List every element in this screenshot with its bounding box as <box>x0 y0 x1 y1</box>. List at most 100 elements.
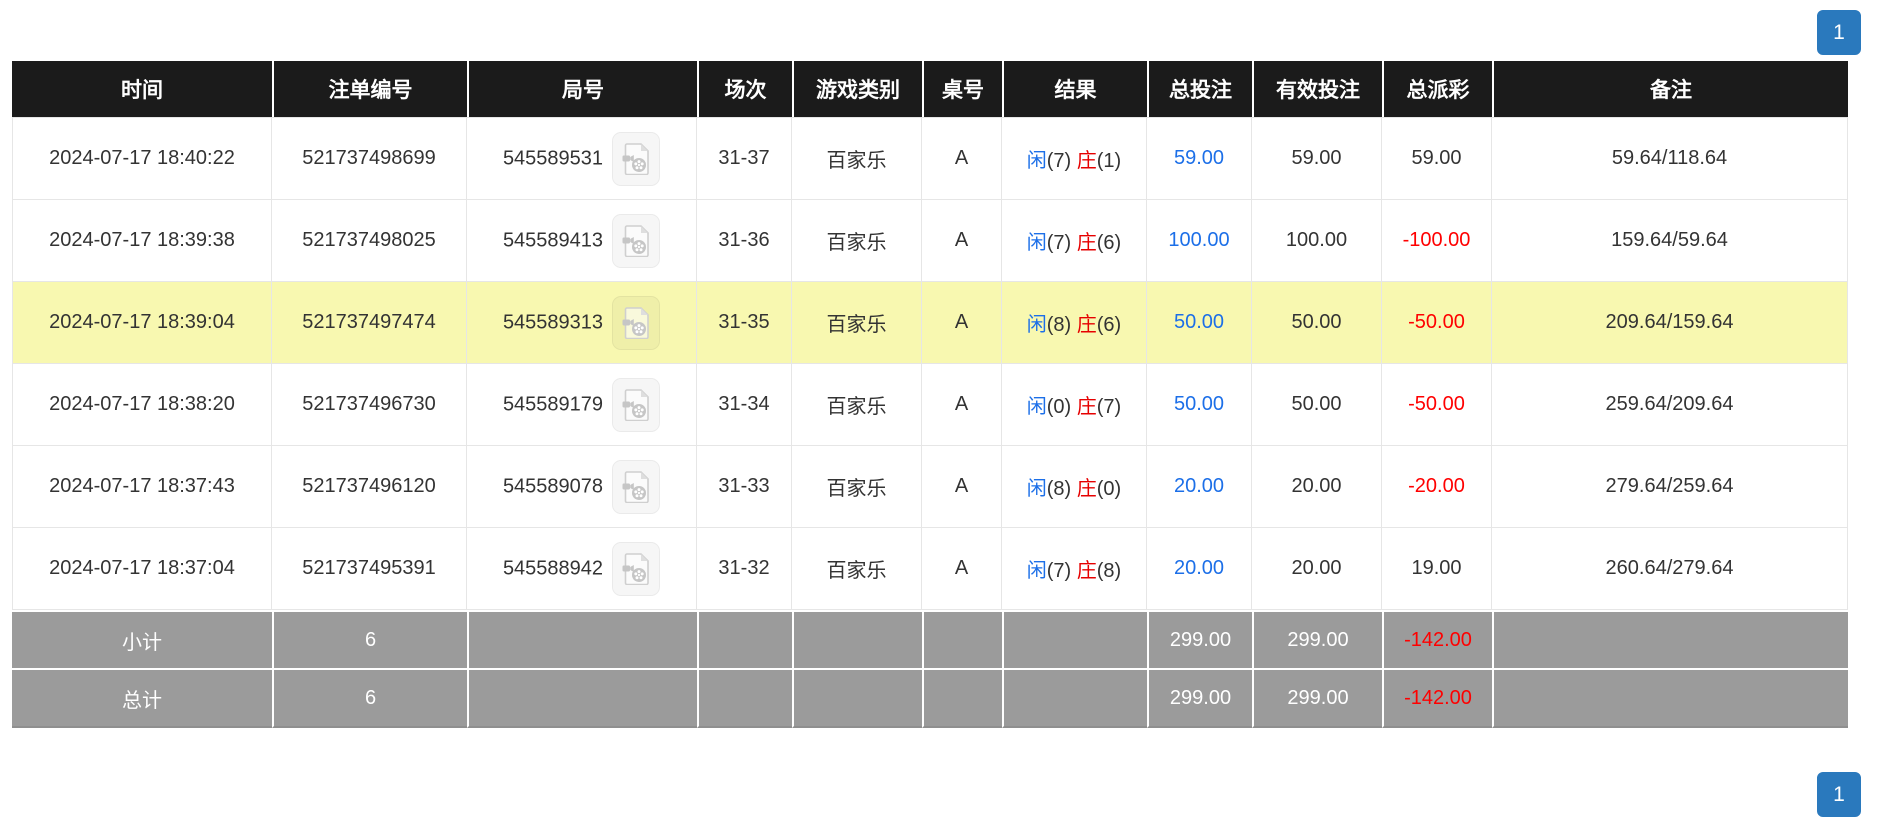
time-cell: 2024-07-17 18:37:04 <box>12 528 272 610</box>
video-replay-button[interactable] <box>612 131 661 186</box>
total-row-count: 6 <box>272 668 467 728</box>
bet-row[interactable]: 2024-07-17 18:39:38 521737498025 545589413… <box>12 200 1848 282</box>
total-bet-cell: 59.00 <box>1147 117 1252 200</box>
round-id: 545589078 <box>502 475 604 497</box>
table-no-cell: A <box>922 117 1002 200</box>
valid-bet-cell: 20.00 <box>1252 528 1382 610</box>
round-cell: 545589078 <box>467 446 697 528</box>
remark-cell: 279.64/259.64 <box>1492 446 1848 528</box>
column-header-time: 时间 <box>12 61 272 117</box>
video-replay-button[interactable] <box>612 377 661 432</box>
result-player-label: 闲 <box>1026 314 1047 336</box>
result-player-score: (7) <box>1046 232 1077 254</box>
subtotal-row-total-bet: 299.00 <box>1147 610 1252 668</box>
bet-id-cell: 521737498025 <box>272 200 467 282</box>
round-id: 545589413 <box>502 229 604 251</box>
result-player-score: (8) <box>1046 478 1077 500</box>
total-row-empty-cell <box>1002 668 1147 728</box>
bet-row[interactable]: 2024-07-17 18:38:20 521737496730 545589179… <box>12 364 1848 446</box>
bet-row[interactable]: 2024-07-17 18:37:43 521737496120 545589078… <box>12 446 1848 528</box>
column-header-valid-bet: 有效投注 <box>1252 61 1382 117</box>
remark-cell: 209.64/159.64 <box>1492 282 1848 364</box>
subtotal-row-count: 6 <box>272 610 467 668</box>
time-cell: 2024-07-17 18:39:38 <box>12 200 272 282</box>
total-row-empty-cell <box>467 668 697 728</box>
bet-row[interactable]: 2024-07-17 18:39:04 521737497474 545589313… <box>12 282 1848 364</box>
result-player-label: 闲 <box>1026 478 1047 500</box>
game-type-cell: 百家乐 <box>792 528 922 610</box>
video-replay-button[interactable] <box>612 213 661 268</box>
total-row: 总计 6 299.00 299.00 -142.00 <box>12 668 1848 728</box>
column-header-round: 局号 <box>467 61 697 117</box>
remark-cell: 59.64/118.64 <box>1492 117 1848 200</box>
bet-id-cell: 521737497474 <box>272 282 467 364</box>
bet-id-cell: 521737496730 <box>272 364 467 446</box>
total-row-empty-cell <box>697 668 792 728</box>
table-no-cell: A <box>922 282 1002 364</box>
game-type-cell: 百家乐 <box>792 117 922 200</box>
session-cell: 31-37 <box>697 117 792 200</box>
valid-bet-cell: 20.00 <box>1252 446 1382 528</box>
result-banker-score: (1) <box>1096 150 1122 172</box>
column-header-session: 场次 <box>697 61 792 117</box>
payout-cell: 19.00 <box>1382 528 1492 610</box>
result-cell: 闲(7) 庄(6) <box>1002 200 1147 282</box>
subtotal-row-payout: -142.00 <box>1382 610 1492 668</box>
total-bet-cell: 20.00 <box>1147 446 1252 528</box>
session-cell: 31-33 <box>697 446 792 528</box>
time-cell: 2024-07-17 18:39:04 <box>12 282 272 364</box>
result-banker-label: 庄 <box>1076 232 1097 254</box>
subtotal-row: 小计 6 299.00 299.00 -142.00 <box>12 610 1848 668</box>
round-id: 545589313 <box>502 311 604 333</box>
payout-cell: 59.00 <box>1382 117 1492 200</box>
result-banker-label: 庄 <box>1076 560 1097 582</box>
video-replay-button[interactable] <box>612 459 661 514</box>
top-pagination-bar: 1 <box>0 0 1879 61</box>
session-cell: 31-32 <box>697 528 792 610</box>
video-replay-button[interactable] <box>612 541 661 596</box>
result-cell: 闲(8) 庄(0) <box>1002 446 1147 528</box>
total-row-valid-bet: 299.00 <box>1252 668 1382 728</box>
round-cell: 545589179 <box>467 364 697 446</box>
round-id: 545589531 <box>502 147 604 169</box>
result-banker-score: (8) <box>1096 560 1122 582</box>
result-banker-score: (6) <box>1096 314 1122 336</box>
valid-bet-cell: 59.00 <box>1252 117 1382 200</box>
remark-cell: 260.64/279.64 <box>1492 528 1848 610</box>
pagination-page-1-bottom[interactable]: 1 <box>1817 772 1861 817</box>
subtotal-row-label: 小计 <box>12 610 272 668</box>
valid-bet-cell: 50.00 <box>1252 282 1382 364</box>
bet-row[interactable]: 2024-07-17 18:40:22 521737498699 545589531… <box>12 117 1848 200</box>
bet-row[interactable]: 2024-07-17 18:37:04 521737495391 545588942… <box>12 528 1848 610</box>
bet-id-cell: 521737495391 <box>272 528 467 610</box>
result-player-label: 闲 <box>1026 396 1047 418</box>
session-cell: 31-35 <box>697 282 792 364</box>
pagination-page-1-top[interactable]: 1 <box>1817 10 1861 55</box>
total-bet-cell: 20.00 <box>1147 528 1252 610</box>
session-cell: 31-36 <box>697 200 792 282</box>
round-cell: 545589313 <box>467 282 697 364</box>
result-banker-label: 庄 <box>1076 314 1097 336</box>
game-type-cell: 百家乐 <box>792 282 922 364</box>
time-cell: 2024-07-17 18:37:43 <box>12 446 272 528</box>
column-header-table-no: 桌号 <box>922 61 1002 117</box>
column-header-bet-id: 注单编号 <box>272 61 467 117</box>
result-banker-score: (6) <box>1096 232 1122 254</box>
total-row-empty-cell <box>1492 668 1848 728</box>
game-type-cell: 百家乐 <box>792 200 922 282</box>
round-id: 545588942 <box>502 557 604 579</box>
video-replay-icon <box>622 306 649 339</box>
payout-cell: -100.00 <box>1382 200 1492 282</box>
round-cell: 545589531 <box>467 117 697 200</box>
subtotal-row-empty-cell <box>467 610 697 668</box>
payout-cell: -50.00 <box>1382 364 1492 446</box>
video-replay-button[interactable] <box>612 295 661 350</box>
result-cell: 闲(7) 庄(1) <box>1002 117 1147 200</box>
valid-bet-cell: 100.00 <box>1252 200 1382 282</box>
subtotal-row-empty-cell <box>1492 610 1848 668</box>
result-player-score: (8) <box>1046 314 1077 336</box>
bet-id-cell: 521737498699 <box>272 117 467 200</box>
total-row-payout: -142.00 <box>1382 668 1492 728</box>
game-type-cell: 百家乐 <box>792 446 922 528</box>
table-no-cell: A <box>922 446 1002 528</box>
